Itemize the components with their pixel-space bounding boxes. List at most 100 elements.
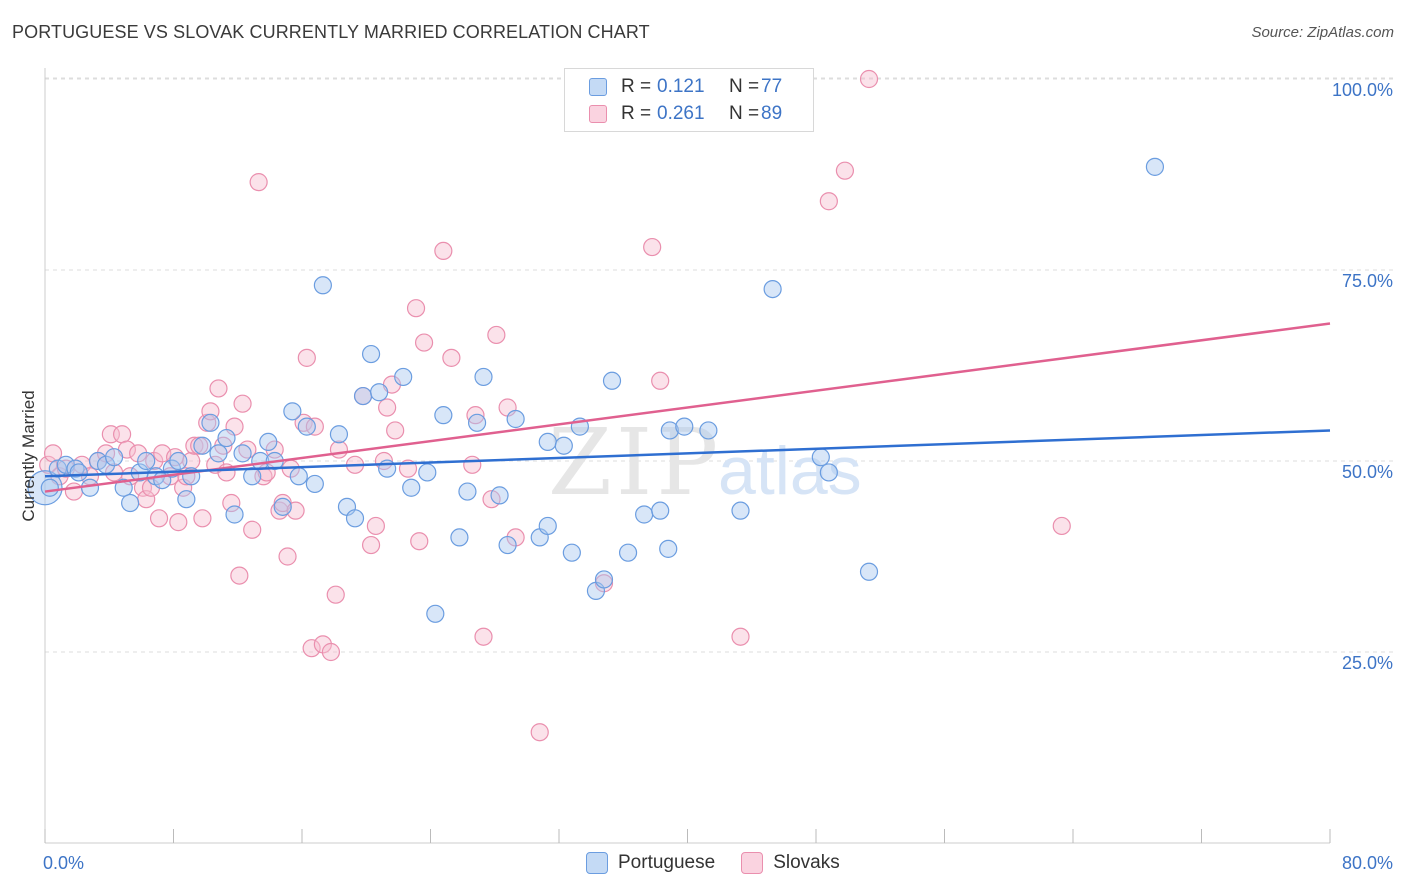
portuguese-point: [474, 367, 493, 387]
slovaks-point: [169, 513, 188, 532]
portuguese-point: [289, 467, 308, 486]
portuguese-point: [635, 505, 654, 524]
legend-item-slovaks[interactable]: Slovaks: [741, 852, 840, 874]
slovaks-point: [64, 482, 84, 501]
portuguese-point: [313, 276, 332, 295]
portuguese-point: [80, 478, 100, 497]
slovaks-point: [230, 566, 249, 585]
x-tick-label: 80.0%: [1342, 853, 1393, 873]
series-legend: Portuguese Slovaks: [586, 852, 866, 874]
portuguese-point: [562, 543, 581, 562]
portuguese-point: [137, 451, 156, 471]
y-tick-label: 50.0%: [1342, 462, 1393, 482]
y-tick-label: 75.0%: [1342, 271, 1393, 291]
slovaks-point: [406, 299, 426, 318]
slovaks-point: [302, 639, 321, 658]
portuguese-point: [699, 421, 718, 440]
slovaks-swatch: [741, 852, 764, 874]
portuguese-point: [651, 501, 670, 520]
correlation-legend: R = 0.121 N = 77 R = 0.261 N = 89: [564, 68, 814, 132]
slovaks-point: [410, 532, 429, 551]
legend-item-portuguese[interactable]: Portuguese: [586, 852, 715, 874]
slovaks-point: [835, 161, 855, 180]
legend-n-label: N =: [729, 103, 760, 124]
portuguese-point: [819, 463, 838, 482]
portuguese-point-large: [27, 470, 63, 506]
slovaks-point: [278, 547, 297, 566]
slovaks-point: [414, 333, 434, 352]
portuguese-point: [434, 406, 453, 425]
y-tick-label: 100.0%: [1332, 80, 1393, 100]
chart-title: PORTUGUESE VS SLOVAK CURRENTLY MARRIED C…: [12, 22, 650, 42]
slovaks-point: [643, 237, 662, 257]
portuguese-point: [283, 402, 302, 421]
slovaks-point: [249, 173, 268, 192]
series-slovaks-points: [27, 69, 1071, 742]
slovaks-point: [819, 192, 838, 211]
portuguese-point: [297, 417, 316, 436]
portuguese-point: [426, 604, 445, 623]
portuguese-point: [1145, 157, 1165, 176]
legend-label-slovaks: Slovaks: [773, 852, 840, 873]
portuguese-point: [498, 535, 517, 555]
slovaks-point: [321, 642, 341, 662]
tick-labels: 25.0% 50.0% 75.0% 100.0% 0.0% 80.0%: [43, 80, 1393, 873]
portuguese-point: [763, 280, 782, 299]
portuguese-point: [418, 463, 437, 482]
slovaks-point: [193, 509, 212, 528]
slovaks-point: [474, 627, 493, 646]
slovaks-point: [222, 493, 241, 513]
grid-layer: [45, 77, 1395, 653]
slovaks-point: [378, 398, 397, 417]
portuguese-trend-line: [44, 429, 1331, 478]
portuguese-point: [467, 413, 487, 432]
portuguese-point: [201, 413, 220, 432]
portuguese-point: [121, 493, 140, 513]
portuguese-point: [659, 539, 678, 558]
portuguese-point: [402, 478, 421, 497]
slovaks-point: [1052, 516, 1071, 536]
slovaks-point: [112, 425, 132, 444]
portuguese-point: [209, 444, 228, 463]
slovaks-point: [326, 585, 345, 604]
legend-n-value: 77: [761, 76, 783, 97]
portuguese-point: [370, 383, 389, 402]
slovaks-point: [731, 627, 750, 646]
portuguese-point: [675, 417, 694, 436]
portuguese-point: [259, 432, 278, 451]
portuguese-point: [361, 344, 381, 364]
slovaks-point: [182, 451, 201, 471]
slovaks-point: [434, 241, 453, 260]
legend-r-label: R =: [621, 76, 652, 97]
slovaks-point: [651, 371, 670, 390]
portuguese-point: [594, 570, 614, 589]
portuguese-swatch: [586, 852, 608, 874]
portuguese-point: [618, 543, 638, 562]
portuguese-point: [602, 371, 622, 390]
portuguese-point: [273, 497, 292, 516]
portuguese-point: [811, 448, 830, 467]
legend-row-slovaks: R = 0.261 N = 89: [589, 102, 782, 126]
legend-n-label: N =: [729, 76, 760, 97]
watermark-zip: ZIP: [548, 409, 722, 516]
slovaks-point: [466, 406, 485, 425]
legend-r-value: 0.261: [657, 103, 705, 124]
portuguese-point: [345, 509, 365, 528]
portuguese-point: [859, 562, 879, 581]
source-credit: Source: ZipAtlas.com: [1251, 24, 1394, 41]
slovaks-point: [487, 325, 506, 345]
slovaks-point: [329, 440, 349, 459]
portuguese-point: [538, 432, 557, 451]
slovaks-point: [386, 421, 405, 440]
y-axis-label: Currently Married: [19, 390, 38, 521]
portuguese-point: [660, 421, 679, 440]
slovaks-point: [442, 348, 461, 367]
slovaks-point: [297, 348, 316, 367]
slovaks-point: [361, 535, 381, 555]
portuguese-point: [40, 478, 59, 497]
portuguese-point: [217, 428, 236, 448]
slovaks-point: [463, 455, 482, 474]
portuguese-point: [731, 501, 750, 520]
portuguese-point: [69, 463, 88, 482]
